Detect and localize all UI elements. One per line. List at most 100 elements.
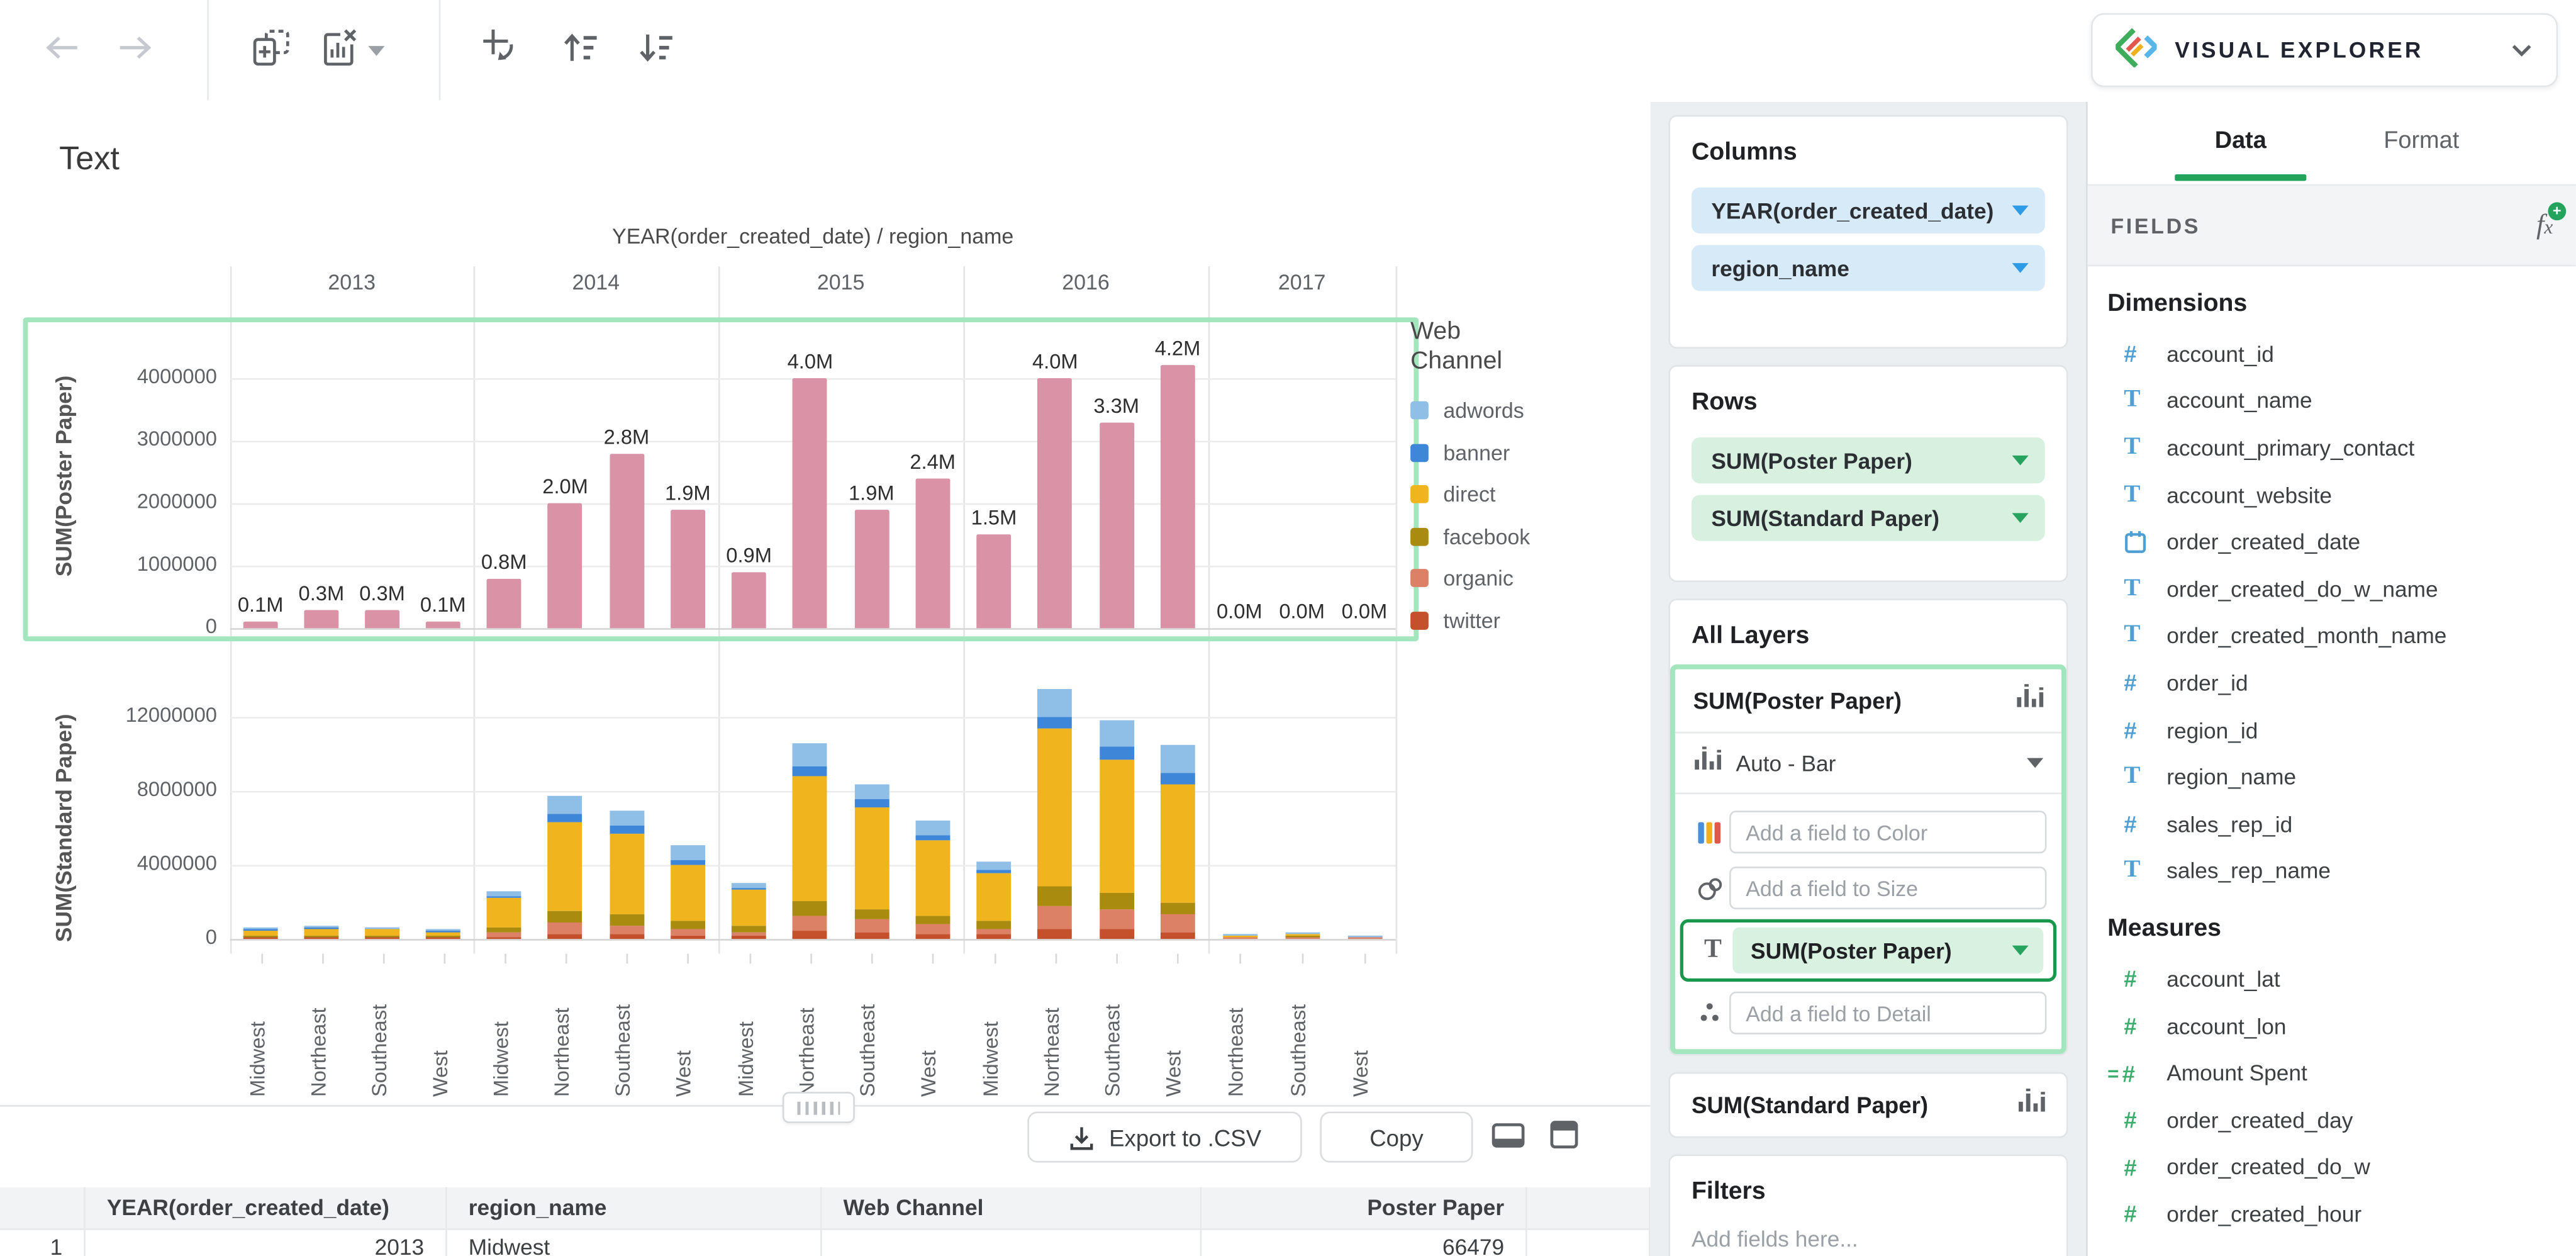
poster-bar-2014-Southeast[interactable] <box>609 453 644 629</box>
standard-bar-segment-facebook[interactable] <box>915 916 951 924</box>
field-account_lat[interactable]: # account_lat <box>2088 956 2576 1003</box>
standard-bar-segment-organic[interactable] <box>304 936 339 938</box>
standard-bar-segment-organic[interactable] <box>1347 938 1382 939</box>
field-account_id[interactable]: # account_id <box>2088 330 2576 378</box>
standard-bar-segment-facebook[interactable] <box>365 934 400 936</box>
standard-bar-segment-adwords[interactable] <box>670 844 705 861</box>
column-pill[interactable]: region_name <box>1691 245 2045 291</box>
legend-item-organic[interactable]: organic <box>1410 566 1641 590</box>
standard-bar-segment-banner[interactable] <box>976 870 1012 874</box>
standard-bar-segment-facebook[interactable] <box>854 908 889 919</box>
standard-bar-segment-direct[interactable] <box>548 822 583 912</box>
standard-bar-segment-adwords[interactable] <box>976 861 1012 870</box>
standard-bar-segment-direct[interactable] <box>1285 934 1320 936</box>
poster-bar-2016-West[interactable] <box>1160 366 1195 629</box>
poster-bar-2015-West[interactable] <box>915 478 951 629</box>
pill-dropdown-caret[interactable] <box>2012 513 2029 523</box>
detail-field-input[interactable] <box>1729 991 2047 1035</box>
standard-bar-segment-adwords[interactable] <box>365 926 400 928</box>
swap-axes-button[interactable] <box>474 23 530 79</box>
standard-bar-segment-twitter[interactable] <box>609 934 644 939</box>
standard-bar-segment-facebook[interactable] <box>793 901 828 916</box>
standard-bar-segment-direct[interactable] <box>365 929 400 935</box>
standard-bar-segment-banner[interactable] <box>854 800 889 809</box>
sort-descending-button[interactable] <box>628 23 684 79</box>
standard-bar-segment-adwords[interactable] <box>732 883 767 889</box>
standard-bar-segment-adwords[interactable] <box>486 891 521 897</box>
standard-bar-segment-banner[interactable] <box>915 836 951 840</box>
tab-format[interactable]: Format <box>2384 128 2460 155</box>
field-order_created_do_w[interactable]: # order_created_do_w <box>2088 1143 2576 1191</box>
pill-dropdown-caret[interactable] <box>2012 205 2029 216</box>
standard-bar-segment-twitter[interactable] <box>486 936 521 939</box>
standard-bar-segment-adwords[interactable] <box>915 821 951 836</box>
poster-bar-2016-Northeast[interactable] <box>1037 378 1073 629</box>
field-order_id[interactable]: # order_id <box>2088 659 2576 707</box>
label-field-caret[interactable] <box>2012 945 2029 956</box>
standard-bar-segment-adwords[interactable] <box>1222 934 1257 936</box>
poster-bar-2014-Midwest[interactable] <box>486 578 521 629</box>
legend-item-banner[interactable]: banner <box>1410 440 1641 464</box>
standard-bar-segment-twitter[interactable] <box>1037 929 1073 939</box>
standard-bar-segment-twitter[interactable] <box>976 934 1012 939</box>
standard-bar-segment-organic[interactable] <box>1285 938 1320 939</box>
sort-ascending-button[interactable] <box>552 23 608 79</box>
standard-bar-segment-direct[interactable] <box>1099 759 1134 893</box>
standard-bar-segment-direct[interactable] <box>793 777 828 902</box>
poster-bar-2013-Midwest[interactable] <box>243 622 278 629</box>
field-Amount Spent[interactable]: = # Amount Spent <box>2088 1050 2576 1097</box>
standard-bar-segment-direct[interactable] <box>854 808 889 909</box>
standard-bar-segment-twitter[interactable] <box>854 932 889 939</box>
legend-item-twitter[interactable]: twitter <box>1410 608 1641 632</box>
standard-bar-segment-adwords[interactable] <box>609 810 644 826</box>
standard-bar-segment-banner[interactable] <box>243 929 278 931</box>
standard-bar-segment-organic[interactable] <box>732 931 767 936</box>
standard-bar-segment-direct[interactable] <box>915 839 951 916</box>
standard-bar-segment-twitter[interactable] <box>670 935 705 939</box>
undo-button[interactable] <box>33 23 89 79</box>
standard-bar-segment-facebook[interactable] <box>1160 902 1195 916</box>
standard-bar-segment-direct[interactable] <box>976 873 1012 921</box>
standard-bar-segment-direct[interactable] <box>670 865 705 922</box>
poster-bar-2014-West[interactable] <box>670 509 705 629</box>
standard-bar-segment-organic[interactable] <box>1099 909 1134 930</box>
standard-bar-segment-facebook[interactable] <box>486 927 521 933</box>
standard-bar-segment-banner[interactable] <box>609 826 644 833</box>
standard-bar-segment-twitter[interactable] <box>304 938 339 939</box>
standard-bar-segment-banner[interactable] <box>304 926 339 928</box>
standard-bar-segment-banner[interactable] <box>1099 746 1134 760</box>
clear-chart-dropdown-caret[interactable] <box>367 46 384 56</box>
clear-chart-button[interactable] <box>316 23 388 79</box>
standard-bar-segment-banner[interactable] <box>1037 717 1073 729</box>
poster-bar-2016-Midwest[interactable] <box>976 534 1012 629</box>
standard-bar-segment-adwords[interactable] <box>425 928 460 930</box>
standard-bar-segment-facebook[interactable] <box>425 934 460 936</box>
standard-bar-segment-twitter[interactable] <box>915 934 951 939</box>
standard-bar-segment-adwords[interactable] <box>243 928 278 929</box>
add-chart-button[interactable] <box>243 23 299 79</box>
standard-bar-segment-direct[interactable] <box>425 931 460 935</box>
pill-dropdown-caret[interactable] <box>2012 455 2029 466</box>
standard-bar-segment-twitter[interactable] <box>793 930 828 939</box>
standard-bar-segment-facebook[interactable] <box>732 925 767 932</box>
poster-bar-2015-Northeast[interactable] <box>793 378 828 629</box>
visual-explorer-menu-button[interactable]: VISUAL EXPLORER <box>2090 13 2558 87</box>
standard-bar-segment-adwords[interactable] <box>1099 719 1134 747</box>
standard-bar-segment-banner[interactable] <box>732 888 767 890</box>
mark-type-caret[interactable] <box>2027 758 2044 768</box>
standard-bar-segment-organic[interactable] <box>609 925 644 934</box>
maximize-panel-button[interactable] <box>1545 1121 1583 1155</box>
standard-bar-segment-adwords[interactable] <box>1037 688 1073 717</box>
standard-bar-segment-adwords[interactable] <box>1285 933 1320 934</box>
standard-bar-segment-twitter[interactable] <box>732 936 767 939</box>
standard-bar-segment-organic[interactable] <box>670 929 705 936</box>
standard-bar-segment-banner[interactable] <box>548 814 583 823</box>
standard-bar-segment-facebook[interactable] <box>1285 936 1320 938</box>
minimize-panel-button[interactable] <box>1490 1122 1527 1155</box>
standard-bar-segment-facebook[interactable] <box>1099 892 1134 910</box>
standard-bar-segment-twitter[interactable] <box>243 938 278 939</box>
